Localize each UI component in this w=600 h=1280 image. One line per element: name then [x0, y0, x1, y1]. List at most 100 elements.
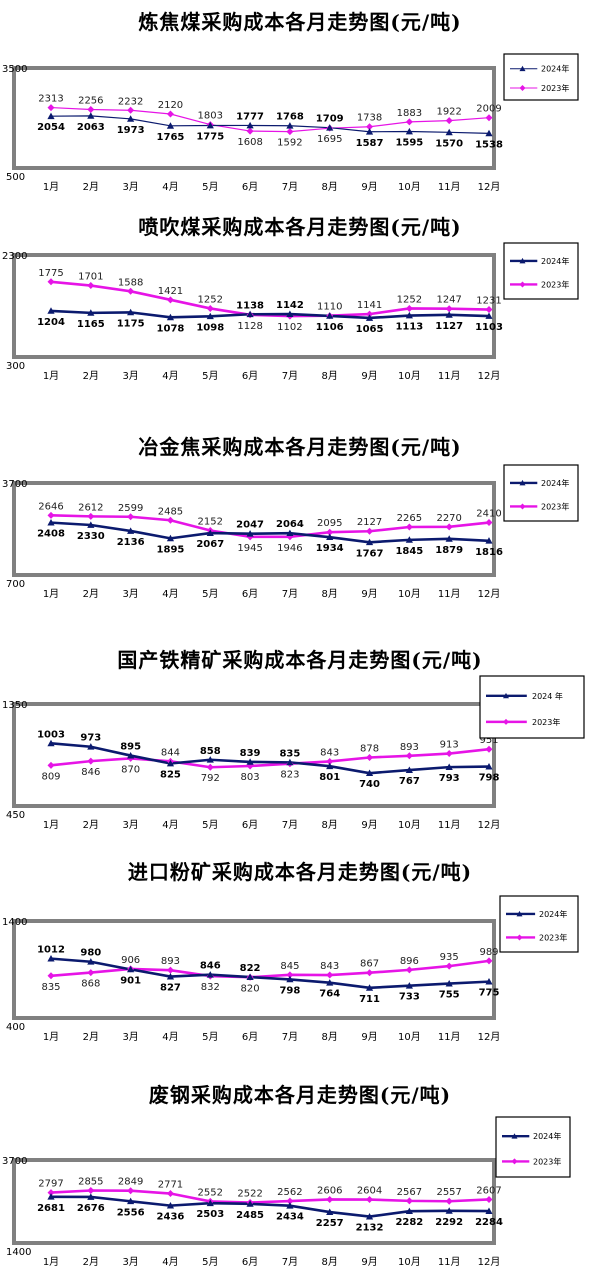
series-2023-data-label: 820	[241, 983, 260, 994]
series-2023-point	[286, 533, 294, 541]
series-2023-data-label: 2232	[118, 96, 143, 107]
legend-label-2023: 2023年	[532, 717, 560, 727]
series-2024-point	[206, 529, 214, 536]
series-2023-point	[127, 287, 135, 295]
series-2024-point	[246, 310, 254, 318]
series-2024-data-label: 1538	[475, 139, 503, 150]
series-2023-data-label: 2256	[78, 95, 103, 106]
x-tick-label: 1月	[43, 181, 59, 192]
series-2023-data-label: 867	[360, 959, 379, 970]
series-2023-data-label: 1102	[277, 322, 302, 333]
series-2024-data-label: 740	[359, 779, 380, 790]
x-tick-label: 7月	[282, 370, 298, 382]
legend-label-2024: 2024 年	[532, 691, 563, 701]
series-2023-data-label: 989	[479, 947, 498, 958]
x-tick-label: 4月	[162, 588, 178, 600]
series-2024-data-label: 2257	[316, 1218, 344, 1229]
series-2023-data-label: 868	[81, 979, 100, 990]
legend-label-2023: 2023年	[541, 501, 569, 511]
series-2024-point	[87, 958, 95, 965]
legend-marker-2024	[519, 257, 526, 264]
series-2024-point	[326, 762, 334, 770]
legend-marker-2023	[519, 85, 526, 92]
series-2024-point	[246, 1200, 254, 1207]
y-tick-label: 3700	[2, 1156, 27, 1167]
x-tick-label: 3月	[122, 370, 138, 382]
series-2024-point	[365, 314, 374, 321]
x-tick-label: 2月	[83, 819, 99, 831]
x-tick-label: 12月	[478, 819, 501, 831]
legend-label-2023: 2023年	[539, 932, 567, 942]
x-tick-label: 4月	[162, 370, 178, 382]
x-tick-label: 3月	[122, 588, 138, 600]
line-chart: 1400 400 1月 2月 3月 4月 5月 6月 7月 8月 9月 10月 11月 12月 1012 83…	[2, 895, 579, 1043]
series-2023-data-label: 951	[479, 735, 498, 746]
series-2024-data-label: 733	[399, 992, 420, 1003]
x-tick-label: 5月	[202, 819, 218, 831]
series-2023-point	[166, 1190, 174, 1198]
legend-marker-2023	[519, 503, 526, 510]
series-2024-data-label: 973	[80, 733, 101, 744]
series-2023-point	[366, 969, 374, 977]
x-tick-label: 12月	[478, 1031, 501, 1043]
series-2024-point	[47, 307, 55, 314]
x-tick-label: 10月	[398, 1031, 421, 1043]
series-2023-point	[366, 1196, 374, 1204]
series-2023-point	[166, 966, 174, 974]
series-2024-data-label: 1879	[435, 545, 463, 556]
x-tick-label: 2月	[83, 181, 99, 192]
series-2023-line	[50, 514, 490, 539]
legend-box	[503, 242, 579, 300]
x-tick-label: 5月	[202, 1256, 218, 1268]
series-2024-data-label: 1003	[37, 729, 65, 740]
series-2023-point	[246, 127, 254, 135]
x-tick-label: 9月	[361, 588, 377, 600]
series-2024-point	[405, 1207, 413, 1215]
series-2023-data-label: 2562	[277, 1187, 302, 1198]
series-2024-data-label: 846	[200, 961, 221, 972]
series-2024-line	[50, 957, 490, 990]
series-2024-data-label: 764	[319, 989, 340, 1000]
legend: 2024年 2023年	[499, 895, 579, 953]
x-tick-label: 10月	[398, 181, 421, 192]
series-2024-point	[365, 128, 374, 135]
x-tick-label: 8月	[322, 181, 338, 192]
series-2024-data-label: 1845	[395, 546, 423, 557]
series-2023-data-label: 2607	[476, 1185, 501, 1196]
series-2023-data-label: 2855	[78, 1176, 103, 1187]
series-2024-point	[47, 112, 55, 120]
series-2023-data-label: 896	[400, 956, 419, 967]
series-2024-data-label: 1012	[37, 945, 65, 956]
legend-marker-2024	[511, 1133, 518, 1139]
series-2023-point	[47, 972, 55, 980]
series-2023-point	[405, 966, 413, 974]
series-2024-point	[485, 762, 493, 770]
series-2024-point	[365, 1212, 374, 1220]
series-2023-point	[87, 105, 95, 113]
y-tick-label: 2300	[2, 251, 27, 262]
series-2023-point	[366, 310, 374, 318]
legend-box	[495, 1116, 571, 1178]
series-2023-point	[445, 750, 453, 758]
x-tick-label: 10月	[398, 1256, 421, 1268]
series-2024-data-label: 835	[279, 748, 300, 759]
series-2024-point	[206, 1199, 214, 1207]
series-2024-data-label: 1142	[276, 300, 304, 311]
series-2024-data-label: 1098	[196, 322, 224, 333]
series-2023-data-label: 1775	[38, 268, 63, 279]
series-2023-data-label: 1945	[237, 543, 262, 554]
x-tick-label: 2月	[83, 588, 99, 600]
series-2024-data-label: 839	[240, 748, 261, 759]
series-2023-data-label: 1803	[198, 111, 223, 122]
series-2023-data-label: 1946	[277, 543, 302, 554]
series-2023-point	[286, 1197, 294, 1205]
legend: 2024年 2023年	[495, 1116, 571, 1178]
series-2023-data-label: 2612	[78, 502, 103, 513]
series-2023-data-label: 1701	[78, 272, 103, 283]
series-2023-data-label: 2095	[317, 518, 342, 529]
series-2023-line	[50, 747, 490, 769]
y-tick-label: 500	[6, 172, 25, 183]
series-2024-data-label: 2436	[157, 1212, 185, 1223]
series-2023-line	[50, 959, 490, 979]
x-tick-label: 8月	[322, 1031, 338, 1043]
